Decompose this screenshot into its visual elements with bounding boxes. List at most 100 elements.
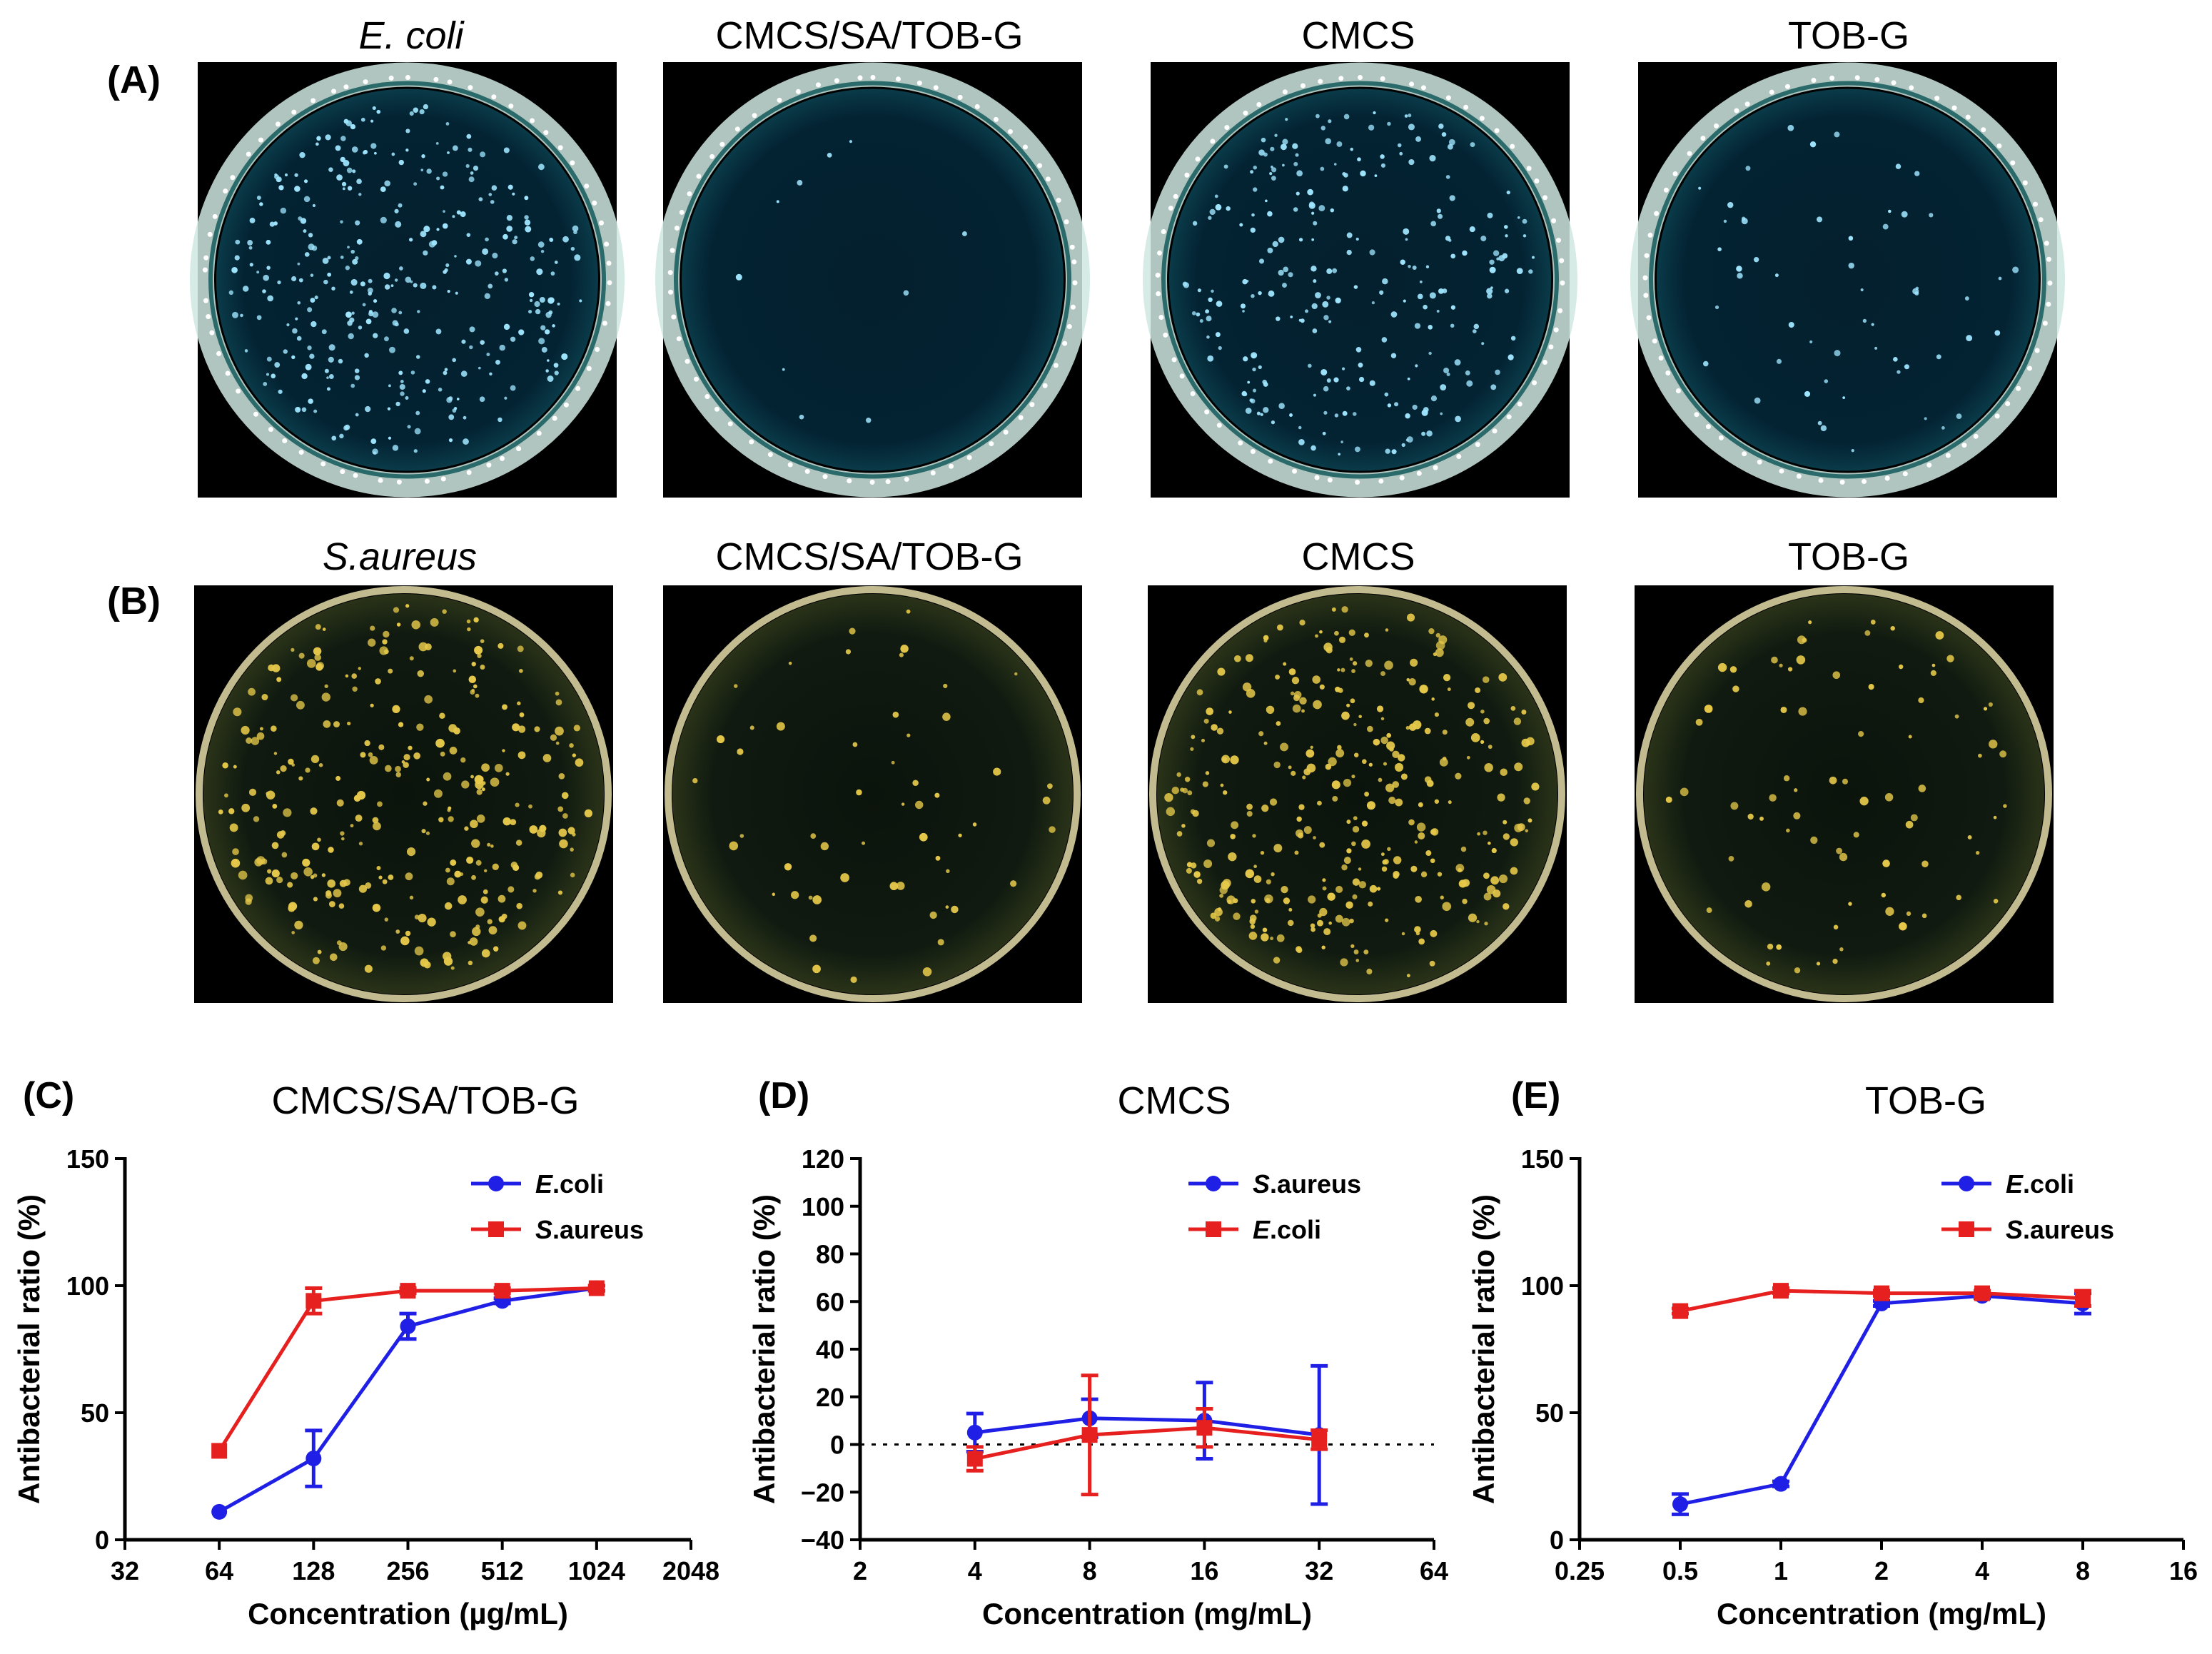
colony [1787,124,1794,131]
colony [475,693,480,698]
colony [1521,709,1527,715]
rim-highlight [1909,85,1914,91]
colony [403,754,410,761]
colony [1470,733,1480,742]
colony [550,271,555,276]
colony [1369,380,1375,386]
colony [1824,379,1829,383]
rim-highlight [667,270,673,276]
colony [1253,875,1262,883]
colony [326,376,329,379]
colony [447,290,450,293]
x-tick-label: 0.25 [1555,1556,1605,1585]
colony [1219,886,1228,894]
colony [1431,697,1435,701]
colony [368,291,373,296]
colony [1358,715,1362,719]
colony [1252,388,1257,393]
colony [1296,191,1300,196]
rim-highlight [433,76,439,82]
colony [276,877,283,884]
colony [1260,850,1265,855]
colony [1263,638,1268,643]
colony [1291,770,1296,776]
colony [1369,884,1378,893]
colony [469,345,473,350]
colony [1331,780,1340,790]
colony [345,266,350,271]
x-tick-label: 2 [853,1556,867,1585]
colony [1408,123,1415,131]
colony [301,373,308,380]
rim-highlight [1179,373,1185,379]
rim-highlight [1327,477,1333,483]
rim-highlight [670,248,675,253]
colony [461,339,466,344]
colony [313,409,318,413]
colony [1308,363,1312,368]
colony [504,396,507,400]
rim-highlight [2046,256,2052,262]
colony [420,231,427,238]
colony [1910,814,1918,822]
colony [271,869,280,878]
rim-highlight [885,479,891,485]
colony [552,324,555,328]
colony [518,668,523,673]
colony [266,790,276,800]
colony [413,182,418,186]
y-axis-label: Antibacterial ratio (%) [12,1194,46,1504]
colony [542,754,552,762]
colony [368,638,376,647]
colony [1532,256,1535,259]
colony [302,858,310,867]
rim-highlight [1195,156,1201,162]
colony [1808,620,1812,625]
data-point [400,1283,416,1299]
colony [1228,852,1237,862]
colony [436,176,440,181]
colony [1349,657,1353,661]
colony [538,338,545,345]
colony [1315,634,1318,638]
colony [271,842,279,849]
colony [1438,288,1444,294]
colony [1466,380,1473,387]
colony [1336,141,1343,147]
colony [456,210,461,215]
colony [312,957,320,964]
colony [547,375,554,382]
colony [1253,187,1258,192]
rim-highlight [424,478,430,484]
rim-highlight [1420,85,1426,91]
colony [558,772,565,780]
colony [1703,360,1709,367]
colony [388,668,393,674]
colony [1429,155,1436,162]
colony [256,315,262,321]
colony [355,815,363,822]
colony [1440,384,1447,391]
colony [1921,860,1929,867]
colony [406,847,416,857]
colony [1327,892,1335,901]
colony [1295,153,1299,157]
colony [1310,927,1315,932]
dish-title-a-2: CMCS/SA/TOB-G [715,14,1023,57]
colony [315,142,319,146]
colony [951,905,959,914]
colony [444,368,448,372]
colony [739,834,744,838]
colony [1783,775,1790,782]
rim-highlight [353,473,358,478]
colony [1406,974,1410,978]
rim-highlight [468,85,473,91]
colony [298,652,305,659]
colony [1261,933,1269,942]
colony [280,765,287,772]
colony [1906,911,1911,916]
colony [470,820,478,829]
colony [297,407,300,410]
rim-highlight [1951,105,1957,111]
